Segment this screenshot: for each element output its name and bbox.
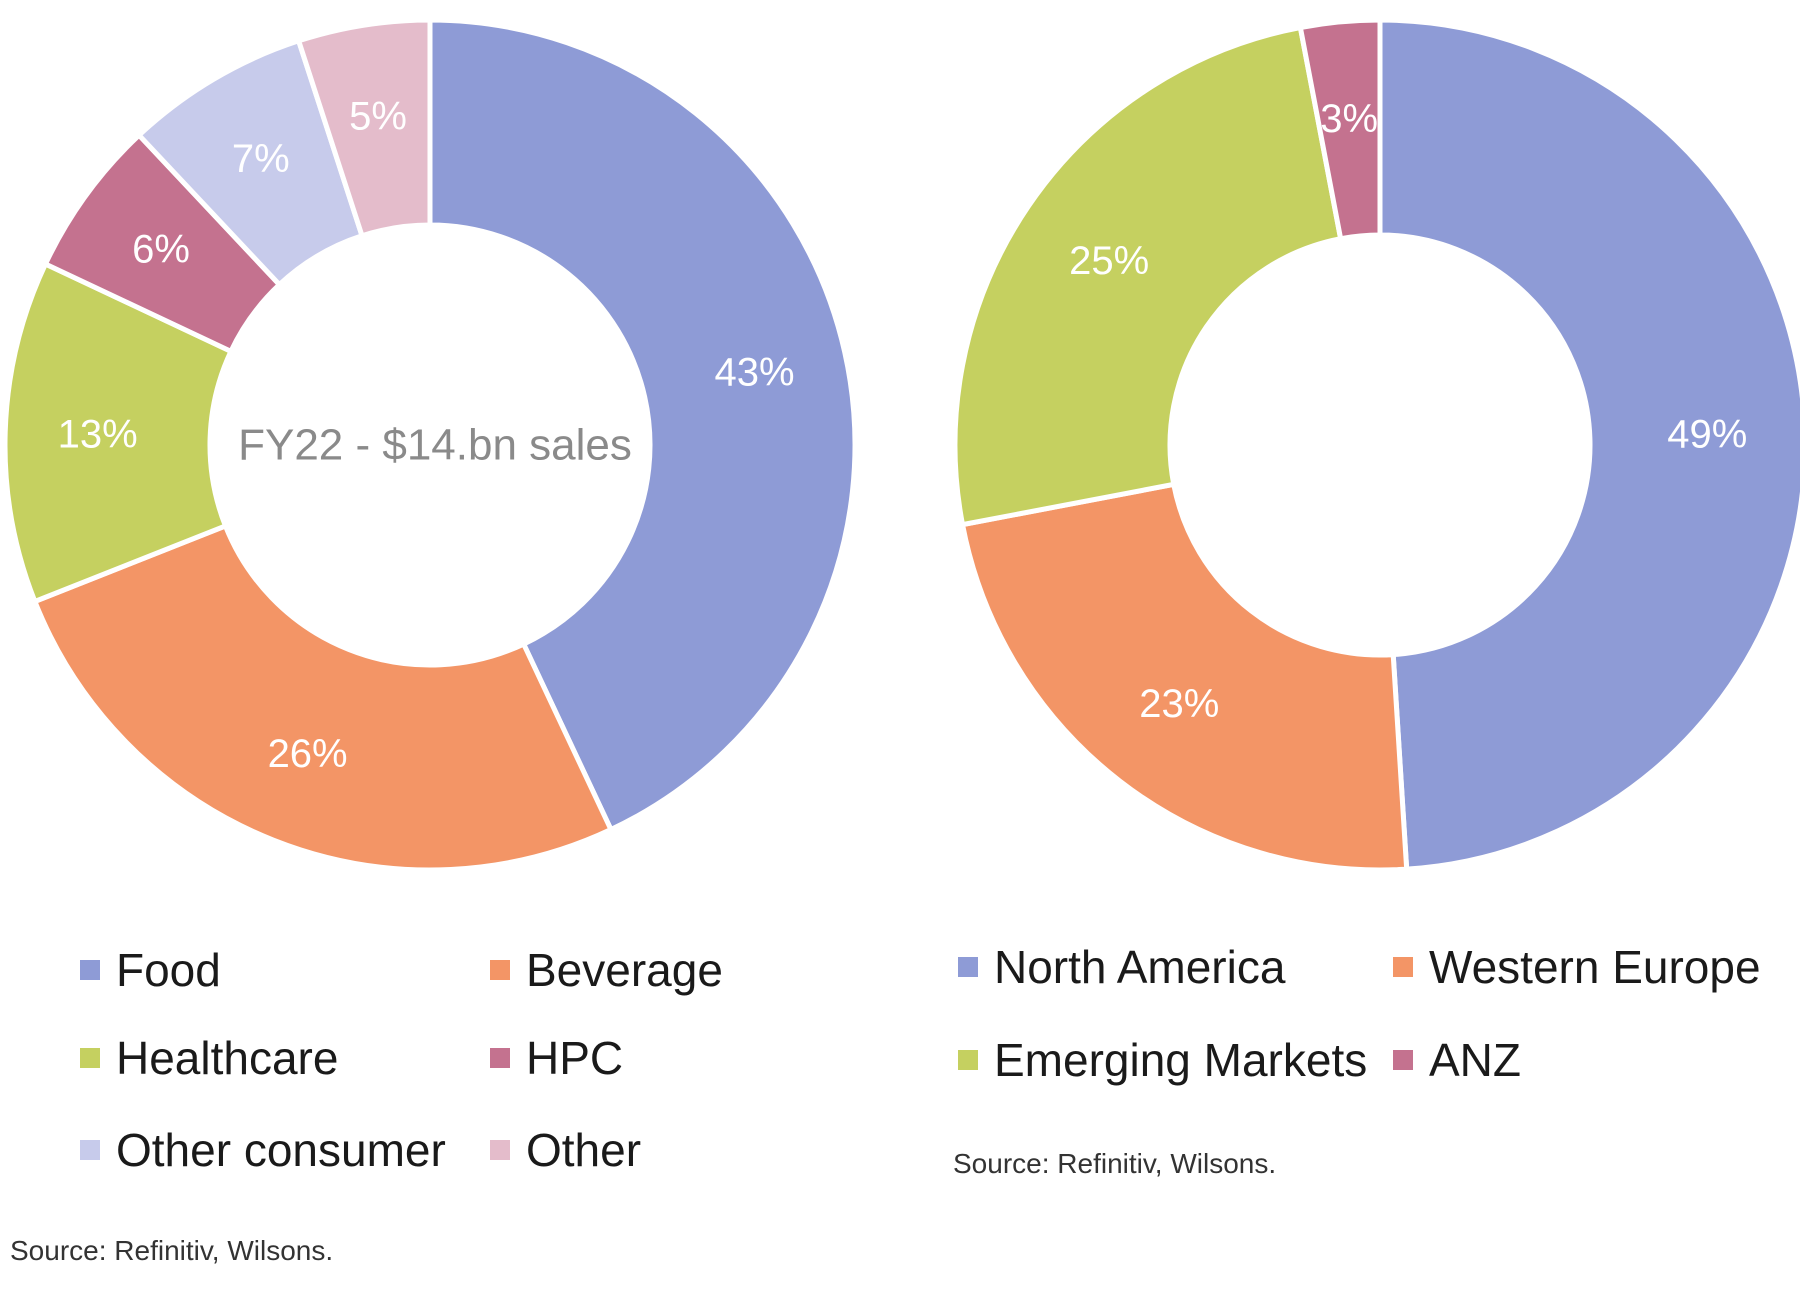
legend-swatch-healthcare (80, 1048, 100, 1068)
slice-healthcare (2, 260, 235, 605)
data-label-food: 43% (714, 350, 794, 394)
legend-item-other: Other (490, 1124, 641, 1176)
legend-label-anz: ANZ (1429, 1034, 1521, 1086)
slice-anz (1297, 17, 1383, 242)
legend-label-emerging-markets: Emerging Markets (994, 1034, 1367, 1086)
legend-label-healthcare: Healthcare (116, 1032, 338, 1084)
legend-swatch-beverage (490, 960, 510, 980)
legend-swatch-western-europe (1393, 957, 1413, 977)
legend-region: North America Western Europe Emerging Mark… (958, 941, 1761, 1086)
legend-swatch-anz (1393, 1050, 1413, 1070)
legend-swatch-north-america (958, 957, 978, 977)
data-label-beverage: 26% (268, 732, 348, 776)
center-label: FY22 - $14.bn sales (238, 421, 632, 470)
legend-swatch-emerging-markets (958, 1050, 978, 1070)
legend-item-north-america: North America (958, 941, 1286, 993)
slice-food (427, 17, 858, 833)
data-label-north-america: 49% (1667, 413, 1747, 457)
source-note-left: Source: Refinitiv, Wilsons. (10, 1235, 333, 1266)
legend-label-hpc: HPC (526, 1032, 623, 1084)
data-label-other-consumer: 7% (232, 137, 290, 181)
data-label-healthcare: 13% (58, 413, 138, 457)
source-note-right: Source: Refinitiv, Wilsons. (953, 1148, 1276, 1179)
slice-other (295, 17, 433, 239)
legend-swatch-other-consumer (80, 1140, 100, 1160)
data-label-anz: 3% (1320, 97, 1378, 141)
legend-swatch-food (80, 960, 100, 980)
slice-western-europe (959, 481, 1410, 873)
legend-item-other-consumer: Other consumer (80, 1124, 446, 1176)
legend-label-other-consumer: Other consumer (116, 1124, 446, 1176)
legend-item-healthcare: Healthcare (80, 1032, 338, 1084)
slice-emerging-markets (952, 24, 1344, 528)
legend-item-anz: ANZ (1393, 1034, 1521, 1086)
data-label-hpc: 6% (132, 228, 190, 272)
legend-swatch-other (490, 1140, 510, 1160)
data-label-western-europe: 23% (1139, 682, 1219, 726)
legend-category: Food Beverage Healthcare HPC Other consumer O… (80, 944, 723, 1176)
legend-label-western-europe: Western Europe (1429, 941, 1761, 993)
legend-label-food: Food (116, 944, 221, 996)
sales-by-category-donut: 43% 26% 13% 6% 7% 5% (2, 17, 858, 873)
legend-item-beverage: Beverage (490, 944, 723, 996)
data-label-emerging-markets: 25% (1069, 239, 1149, 283)
legend-item-emerging-markets: Emerging Markets (958, 1034, 1367, 1086)
data-label-other: 5% (349, 95, 407, 139)
legend-label-other: Other (526, 1124, 641, 1176)
slice-north-america (1377, 17, 1800, 872)
legend-label-beverage: Beverage (526, 944, 723, 996)
legend-swatch-hpc (490, 1048, 510, 1068)
legend-item-hpc: HPC (490, 1032, 623, 1084)
legend-item-western-europe: Western Europe (1393, 941, 1761, 993)
slice-beverage (31, 522, 615, 873)
sales-by-region-donut: 49% 23% 25% 3% (952, 17, 1800, 873)
legend-label-north-america: North America (994, 941, 1286, 993)
legend-item-food: Food (80, 944, 221, 996)
